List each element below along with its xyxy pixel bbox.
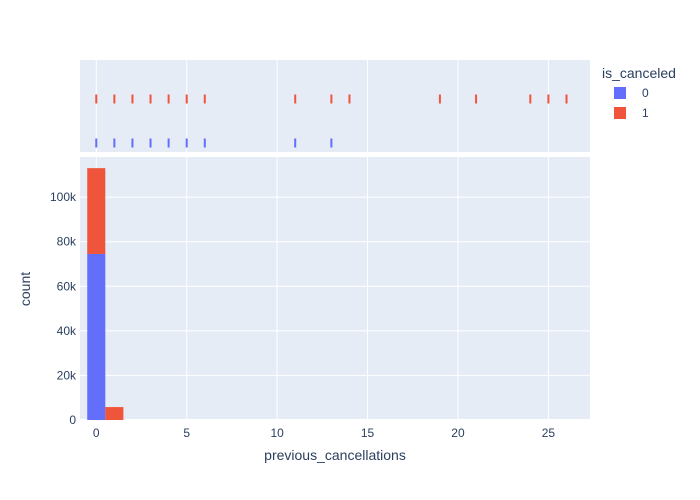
- rug-gridlines: [95, 60, 549, 152]
- plot-area: [80, 157, 590, 420]
- legend-swatch-0[interactable]: [614, 87, 626, 99]
- bar-series-0-bin-0[interactable]: [87, 253, 106, 420]
- x-tick-label: 5: [183, 426, 190, 440]
- legend-label-0[interactable]: 0: [642, 86, 649, 100]
- y-axis-ticks: 0 20k 40k 60k 80k 100k: [50, 190, 77, 427]
- legend-title: is_canceled: [602, 65, 676, 81]
- x-tick-label: 10: [270, 426, 284, 440]
- x-tick-label: 15: [361, 426, 375, 440]
- x-axis-title: previous_cancellations: [264, 447, 406, 463]
- x-axis-ticks: 0 5 10 15 20 25: [93, 426, 555, 440]
- legend-swatch-1[interactable]: [614, 107, 626, 119]
- y-tick-label: 80k: [57, 235, 77, 249]
- bars: [87, 168, 124, 420]
- y-tick-label: 0: [69, 413, 76, 427]
- bar-series-1-bin-1[interactable]: [105, 407, 124, 420]
- rug-plot-area: [80, 60, 590, 152]
- legend-label-1[interactable]: 1: [642, 106, 649, 120]
- marginal-rug-panel: [80, 60, 590, 152]
- y-tick-label: 40k: [57, 324, 77, 338]
- y-tick-label: 100k: [50, 190, 77, 204]
- y-axis-title: count: [17, 272, 33, 306]
- x-tick-label: 20: [451, 426, 465, 440]
- x-tick-label: 25: [542, 426, 556, 440]
- legend[interactable]: is_canceled 0 1: [602, 65, 676, 120]
- histogram-panel: [80, 157, 590, 421]
- x-tick-label: 0: [93, 426, 100, 440]
- bar-series-1-bin-0[interactable]: [87, 168, 106, 254]
- y-tick-label: 20k: [57, 368, 77, 382]
- y-tick-label: 60k: [57, 279, 77, 293]
- rug-marks: [95, 94, 568, 148]
